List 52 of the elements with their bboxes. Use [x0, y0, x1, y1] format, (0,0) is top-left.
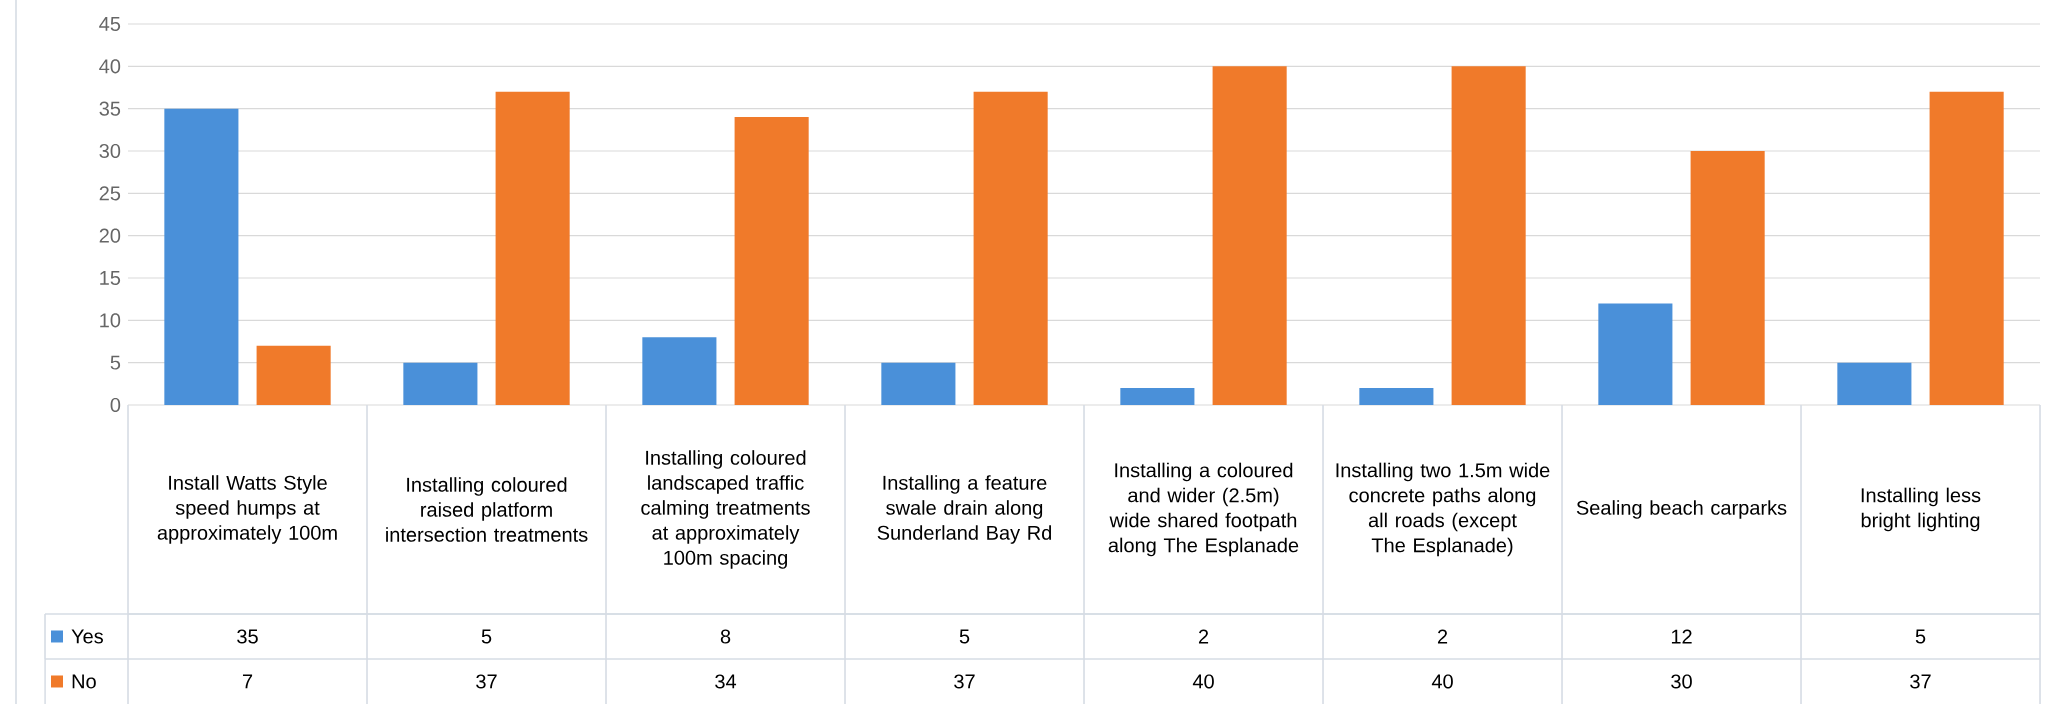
- data-label: 34: [715, 674, 737, 689]
- data-label: 40: [1192, 674, 1214, 689]
- data-label: 37: [954, 674, 975, 689]
- bar: [1598, 303, 1673, 405]
- y-tick-label: 5: [110, 355, 121, 370]
- bar: [1451, 66, 1526, 405]
- x-tick-label: Installing a feature swale drain along Sunderland Bay Rd: [877, 475, 1052, 544]
- x-tick-label: Install Watts Style speed humps at approximately 100m: [157, 475, 337, 544]
- x-tick-label: Installing coloured raised platform intersection treatments: [386, 477, 588, 542]
- data-label: 2: [1437, 629, 1448, 644]
- x-tick-label: Installing coloured landscaped traffic calming treatments at approximately 100m spacing: [641, 450, 810, 569]
- y-tick-label: 30: [99, 143, 121, 159]
- data-label: 40: [1431, 674, 1453, 689]
- bar: [164, 108, 239, 405]
- data-label: 7: [242, 674, 253, 689]
- y-tick-label: 0: [110, 397, 121, 413]
- data-label: 37: [1910, 674, 1931, 689]
- bar: [1120, 388, 1195, 405]
- x-tick-label: Installing less bright lighting: [1861, 487, 1981, 532]
- y-tick-label: 45: [99, 17, 121, 31]
- bar: [881, 362, 956, 405]
- legend-label: No: [72, 674, 96, 689]
- bar: [1690, 150, 1765, 405]
- y-tick-label: 15: [100, 271, 121, 285]
- bar: [642, 337, 717, 405]
- bar: [1929, 91, 2004, 405]
- data-label: 2: [1198, 629, 1209, 644]
- y-tick-label: 35: [99, 101, 121, 116]
- bar: [495, 91, 570, 405]
- x-tick-label: Installing two 1.5m wide concrete paths along all roads (except The Esplanade): [1336, 462, 1550, 557]
- y-tick-label: 20: [99, 228, 121, 243]
- bar: [256, 345, 331, 405]
- data-label: 37: [476, 674, 497, 689]
- y-tick-label: 10: [100, 313, 121, 328]
- bar: [734, 117, 809, 405]
- legend-label: Yes: [71, 629, 103, 644]
- bar: [1359, 388, 1434, 405]
- data-label: 5: [1915, 629, 1926, 644]
- data-label: 30: [1671, 674, 1692, 689]
- bar: [1212, 66, 1287, 405]
- data-label: 8: [720, 629, 731, 644]
- data-label: 35: [237, 629, 258, 644]
- data-label: 12: [1671, 629, 1692, 644]
- bar: [973, 91, 1048, 405]
- y-tick-label: 25: [99, 186, 121, 201]
- data-label: 5: [959, 629, 970, 644]
- bar: [1837, 362, 1912, 405]
- x-tick-label: Sealing beach carparks: [1576, 500, 1787, 519]
- y-tick-label: 40: [99, 59, 121, 74]
- x-tick-label: Installing a coloured and wider (2.5m) wide shared footpath along The Esplanade: [1108, 462, 1299, 557]
- bar: [403, 362, 478, 405]
- data-label: 5: [481, 629, 492, 644]
